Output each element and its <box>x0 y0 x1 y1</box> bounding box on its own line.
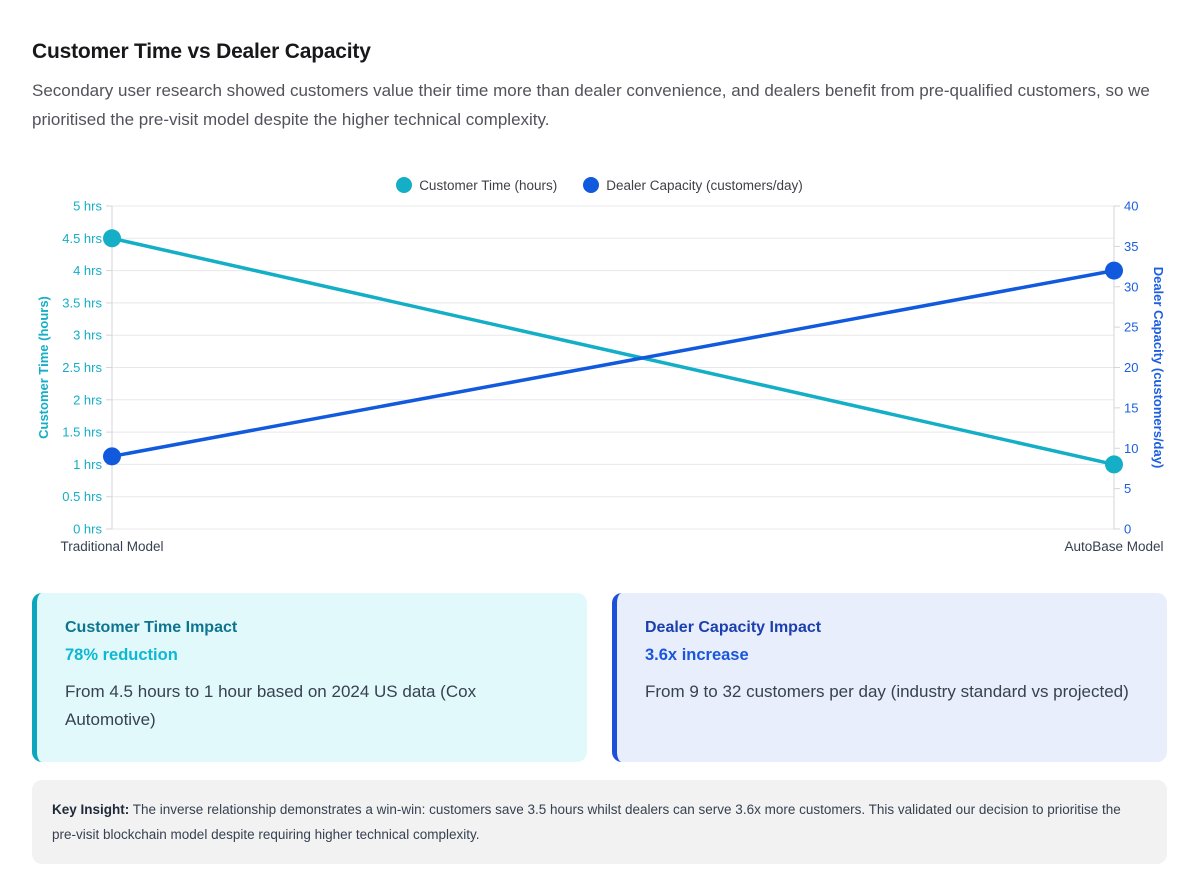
card-title: Customer Time Impact <box>65 619 238 636</box>
left-axis-tick-label: 0 hrs <box>73 522 102 537</box>
left-axis-tick-label: 2.5 hrs <box>62 360 102 375</box>
card-title: Dealer Capacity Impact <box>645 619 822 636</box>
right-axis-tick-label: 25 <box>1124 320 1138 335</box>
left-axis-tick-label: 4.5 hrs <box>62 231 102 246</box>
legend-label: Customer Time (hours) <box>419 177 558 193</box>
series-line-customer-time-hours <box>110 236 1116 467</box>
right-axis-tick-label: 20 <box>1124 360 1138 375</box>
x-category-label: AutoBase Model <box>1064 539 1163 554</box>
chart: 0 hrs 0.5 hrs 1 hrs 1.5 hrs 2 hrs 2.5 hrs 3 hr… <box>32 200 1167 560</box>
page-title: Customer Time vs Dealer Capacity <box>32 40 371 63</box>
right-axis-tick-label: 40 <box>1124 200 1138 214</box>
right-axis-tick-label: 10 <box>1124 441 1138 456</box>
left-axis-tick-label: 1 hrs <box>73 457 102 472</box>
key-insight-label: Key Insight: <box>52 802 130 817</box>
x-category-label: Traditional Model <box>60 539 163 554</box>
card-description: From 9 to 32 customers per day (industry… <box>645 682 1129 701</box>
card-stat: 78% reduction <box>65 646 178 664</box>
left-axis-tick-label: 1.5 hrs <box>62 425 102 440</box>
legend-item[interactable]: Dealer Capacity (customers/day) <box>583 177 803 193</box>
legend-dot-icon <box>396 177 413 193</box>
series-line-dealer-capacity-customers-day <box>110 268 1116 459</box>
left-axis-tick-label: 3 hrs <box>73 328 102 343</box>
data-point-dealer-capacity-customers-day[interactable] <box>103 447 121 466</box>
data-point-dealer-capacity-customers-day[interactable] <box>1105 261 1123 280</box>
right-axis-tick-label: 35 <box>1124 239 1138 254</box>
right-axis-tick-label: 15 <box>1124 400 1138 415</box>
right-axis-tick-label: 5 <box>1124 481 1131 496</box>
right-axis-tick-label: 0 <box>1124 522 1131 537</box>
right-axis-tick-label: 30 <box>1124 279 1138 294</box>
chart-legend: Customer Time (hours) Dealer Capacity (cu… <box>32 174 1167 196</box>
left-axis-tick-label: 5 hrs <box>73 200 102 214</box>
legend-item[interactable]: Customer Time (hours) <box>396 177 557 193</box>
page-subtitle: Secondary user research showed customers… <box>32 81 1150 129</box>
customer-time-impact-card: Customer Time Impact 78% reduction From … <box>32 593 587 762</box>
dealer-capacity-impact-card: Dealer Capacity Impact 3.6x increase Fro… <box>612 593 1167 762</box>
card-stat: 3.6x increase <box>645 646 749 664</box>
card-description: From 4.5 hours to 1 hour based on 2024 U… <box>65 682 477 729</box>
legend-label: Dealer Capacity (customers/day) <box>606 177 803 193</box>
left-axis-tick-label: 3.5 hrs <box>62 295 102 310</box>
right-axis-title: Dealer Capacity (customers/day) <box>1151 267 1166 469</box>
left-axis-tick-label: 0.5 hrs <box>62 489 102 504</box>
left-axis-title: Customer Time (hours) <box>36 296 51 439</box>
left-axis-tick-label: 2 hrs <box>73 392 102 407</box>
data-point-customer-time-hours[interactable] <box>103 229 121 248</box>
key-insight-box: Key Insight: The inverse relationship de… <box>32 780 1167 864</box>
key-insight-text: The inverse relationship demonstrates a … <box>52 802 1121 842</box>
left-axis-tick-label: 4 hrs <box>73 263 102 278</box>
impact-cards: Customer Time Impact 78% reduction From … <box>32 593 1167 762</box>
data-point-customer-time-hours[interactable] <box>1105 455 1123 474</box>
legend-dot-icon <box>583 177 600 193</box>
